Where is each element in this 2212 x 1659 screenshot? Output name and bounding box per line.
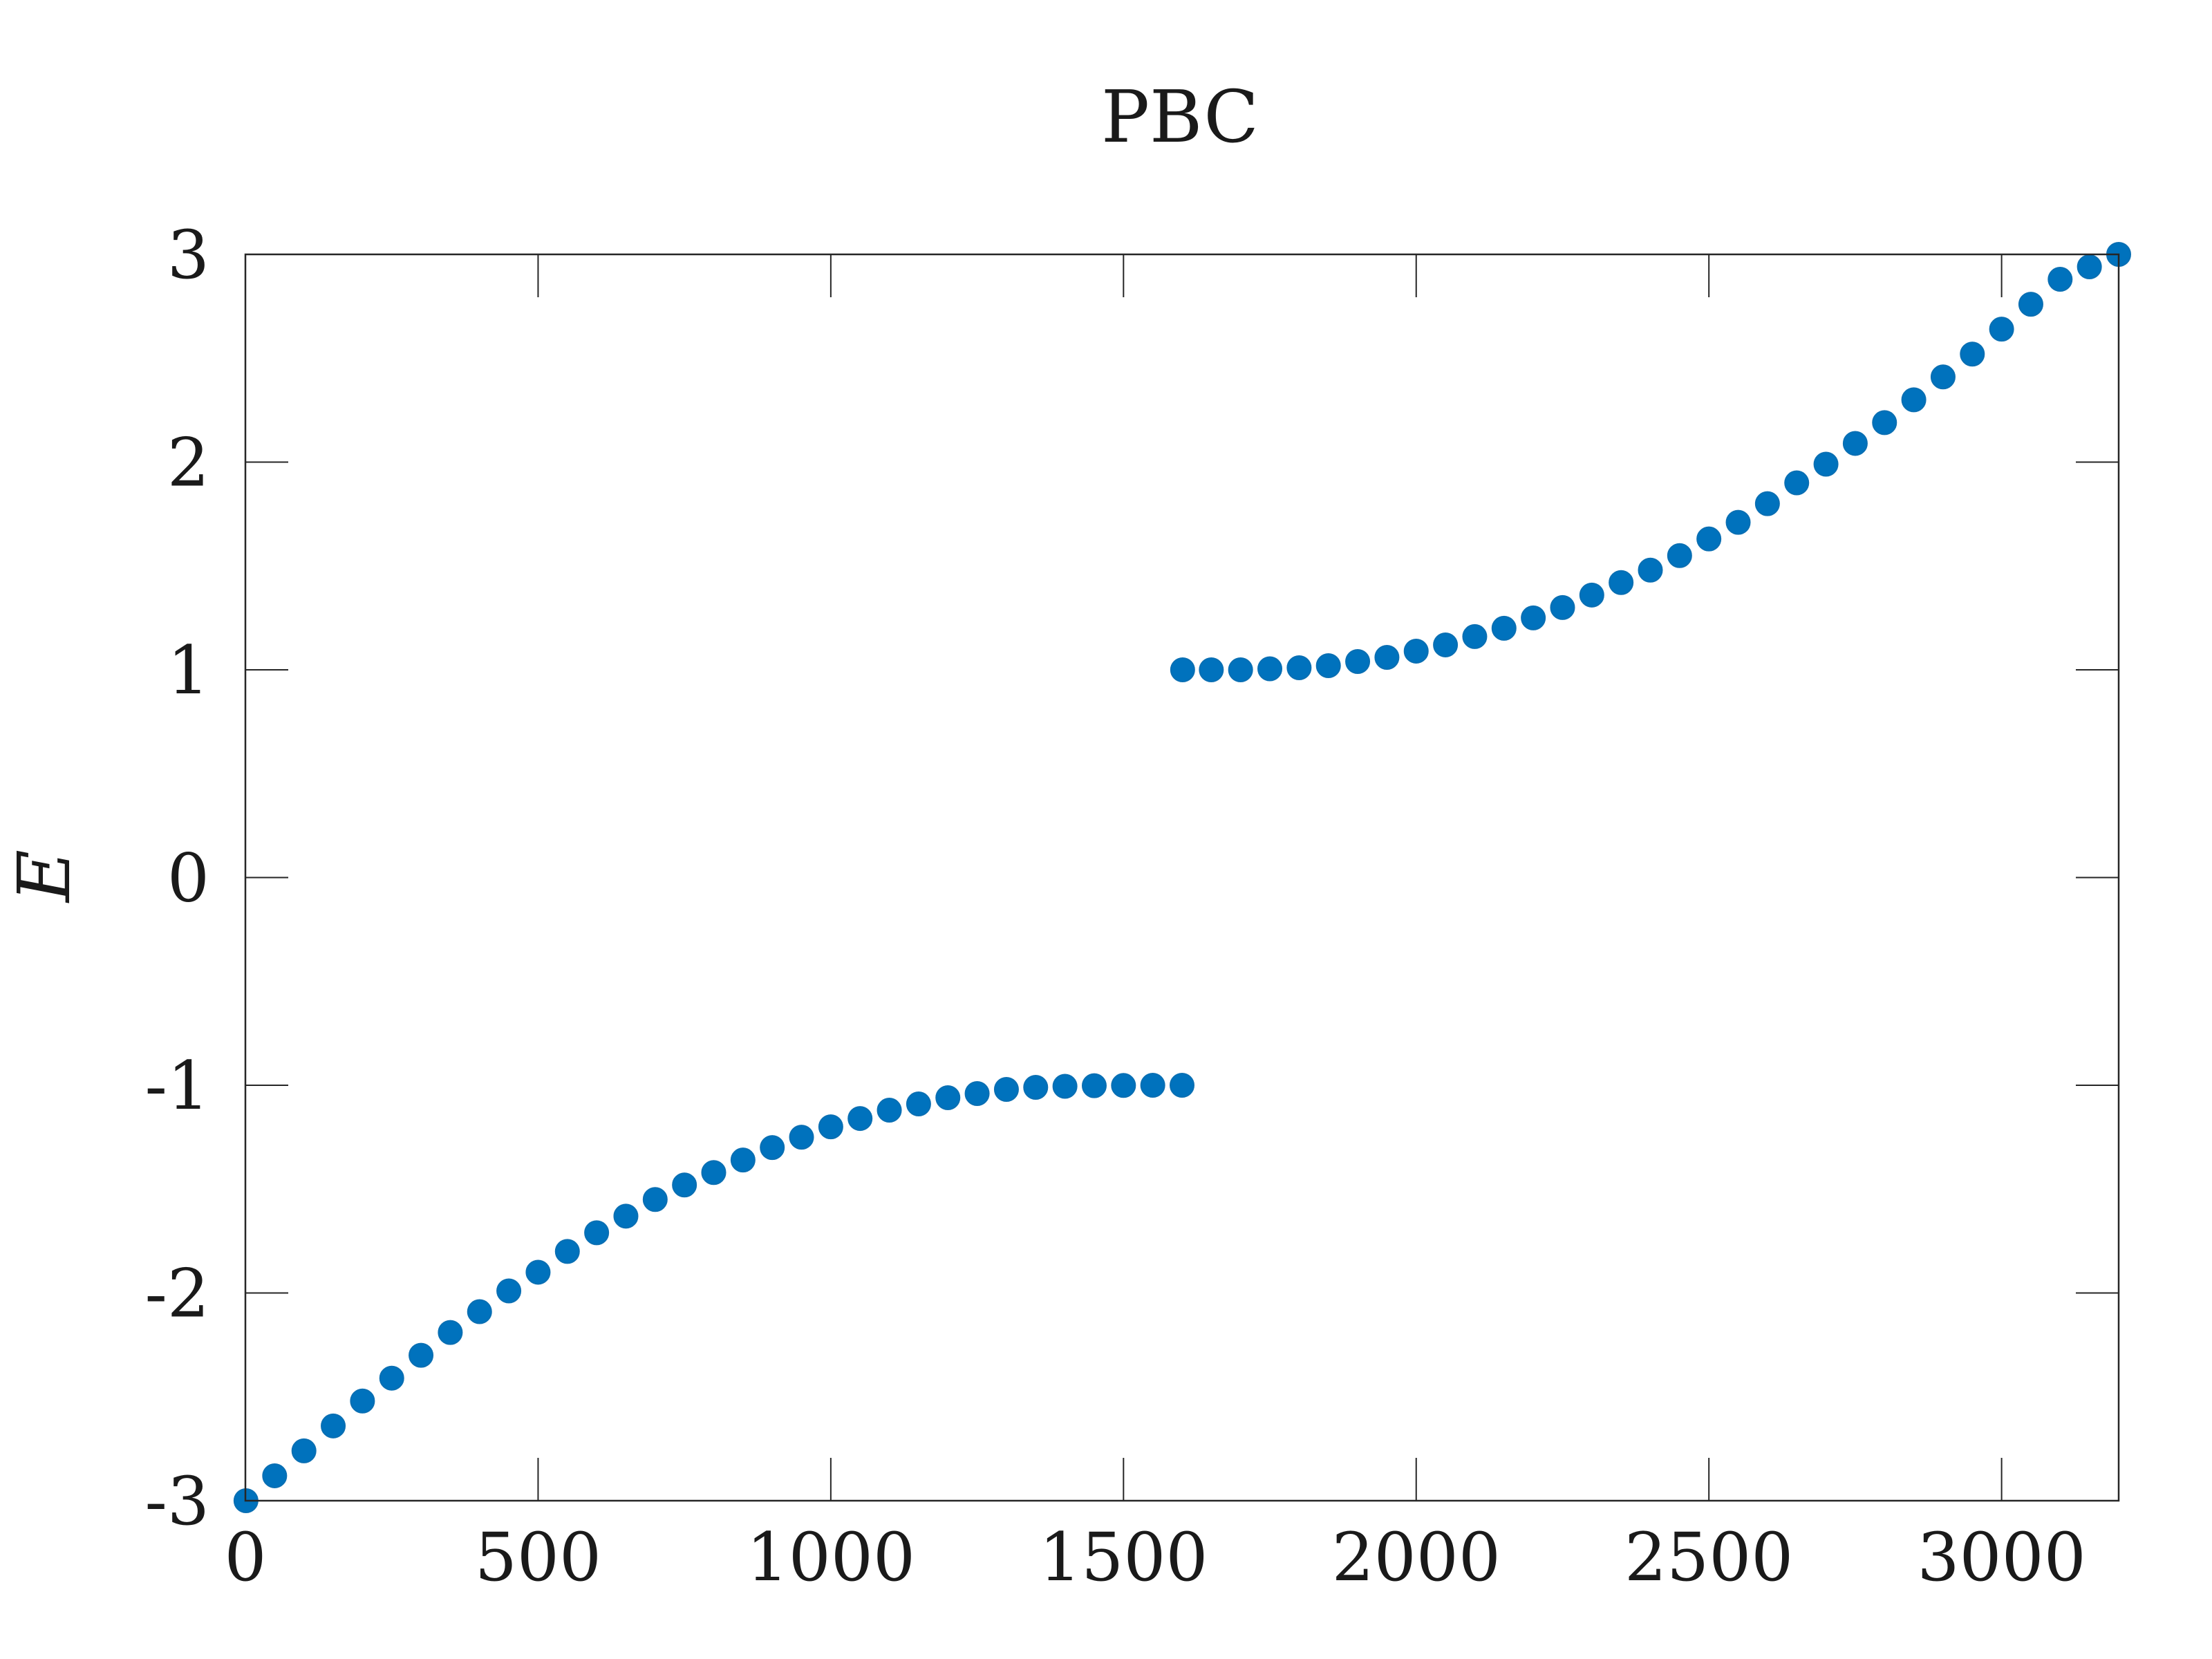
data-point-s0-3 — [321, 1413, 346, 1438]
data-point-s0-14 — [642, 1187, 668, 1212]
y-tick-label: -2 — [144, 1255, 209, 1333]
data-point-s0-32 — [1170, 1073, 1194, 1098]
y-tick-label: -1 — [144, 1047, 209, 1125]
data-point-s1-5 — [1315, 653, 1341, 678]
data-point-s1-15 — [1609, 570, 1634, 595]
data-point-s1-0 — [1170, 657, 1195, 682]
x-tick-label: 500 — [475, 1519, 601, 1596]
data-point-s0-13 — [613, 1203, 639, 1229]
x-tick-label: 1000 — [747, 1519, 915, 1596]
data-point-s1-21 — [1784, 470, 1810, 496]
data-point-s1-11 — [1491, 615, 1517, 641]
data-point-s0-4 — [350, 1388, 375, 1414]
data-point-s1-2 — [1228, 657, 1253, 682]
data-point-s0-22 — [877, 1098, 902, 1123]
data-point-s0-24 — [935, 1085, 961, 1111]
data-point-s1-4 — [1286, 655, 1312, 680]
x-tick-label: 2000 — [1332, 1519, 1501, 1596]
data-point-s0-8 — [467, 1299, 492, 1324]
data-point-s0-20 — [818, 1114, 843, 1140]
y-axis-label: E — [2, 850, 86, 903]
data-point-s0-16 — [701, 1160, 727, 1185]
data-point-s1-29 — [2018, 292, 2043, 317]
data-point-s1-24 — [1872, 410, 1897, 435]
data-point-s1-30 — [2047, 267, 2073, 292]
x-tick-label: 2500 — [1624, 1519, 1793, 1596]
data-point-s1-13 — [1550, 594, 1575, 620]
data-point-s0-26 — [993, 1077, 1019, 1103]
x-tick-label: 3000 — [1917, 1519, 2086, 1596]
data-point-s0-30 — [1111, 1073, 1136, 1098]
data-point-s0-7 — [438, 1320, 463, 1345]
data-point-s0-23 — [906, 1091, 931, 1117]
y-tick-label: 2 — [167, 424, 209, 502]
data-point-s1-20 — [1754, 491, 1780, 516]
data-point-s1-6 — [1345, 648, 1371, 674]
data-point-s1-16 — [1638, 557, 1663, 583]
data-point-s0-5 — [379, 1365, 404, 1391]
data-point-s1-27 — [1960, 341, 1985, 367]
data-point-s0-18 — [760, 1135, 785, 1161]
data-point-s0-25 — [964, 1081, 990, 1107]
data-point-s1-25 — [1901, 387, 1927, 413]
data-point-s0-19 — [789, 1125, 814, 1150]
x-tick-label: 0 — [224, 1519, 266, 1596]
data-points — [233, 242, 2131, 1513]
chart-title: PBC — [1101, 75, 1259, 159]
data-point-s1-18 — [1696, 526, 1722, 552]
data-point-s1-12 — [1521, 605, 1546, 630]
data-point-s0-15 — [672, 1172, 697, 1198]
data-point-s0-28 — [1052, 1074, 1078, 1099]
data-point-s1-28 — [1989, 317, 2014, 342]
x-tick-label: 1500 — [1039, 1519, 1208, 1596]
data-point-s0-9 — [496, 1278, 522, 1304]
data-point-s0-1 — [262, 1463, 288, 1488]
data-point-s1-8 — [1403, 638, 1429, 664]
data-point-s0-2 — [291, 1438, 317, 1463]
data-point-s1-23 — [1842, 431, 1868, 456]
data-point-s1-31 — [2077, 254, 2102, 280]
data-point-s1-7 — [1374, 644, 1400, 670]
data-point-s0-10 — [525, 1259, 551, 1285]
data-point-s0-31 — [1140, 1073, 1165, 1098]
data-point-s1-1 — [1199, 657, 1224, 682]
data-point-s0-6 — [409, 1342, 434, 1368]
data-point-s0-27 — [1023, 1075, 1049, 1100]
data-point-s1-17 — [1667, 543, 1692, 568]
data-point-s1-22 — [1813, 451, 1839, 477]
y-tick-label: 3 — [167, 216, 209, 294]
data-point-s0-12 — [584, 1220, 610, 1246]
data-point-s1-3 — [1257, 656, 1283, 682]
axis-ticks: 0 500 1000 1500 2000 2500 3000 -3 -2 -1 0 1 2 3 — [144, 216, 2119, 1596]
plot-frame — [244, 253, 2120, 1502]
data-point-s0-11 — [554, 1239, 580, 1264]
data-point-s1-14 — [1579, 582, 1604, 608]
data-point-s0-17 — [730, 1147, 756, 1173]
data-point-s0-29 — [1081, 1073, 1107, 1098]
data-point-s1-26 — [1930, 364, 1956, 390]
y-tick-label: 1 — [167, 632, 209, 709]
data-point-s0-21 — [847, 1106, 873, 1132]
data-point-s1-9 — [1433, 632, 1459, 657]
data-point-s1-10 — [1462, 624, 1488, 649]
y-tick-label: 0 — [167, 840, 209, 917]
data-point-s1-19 — [1725, 509, 1751, 535]
y-tick-label: -3 — [144, 1463, 209, 1540]
